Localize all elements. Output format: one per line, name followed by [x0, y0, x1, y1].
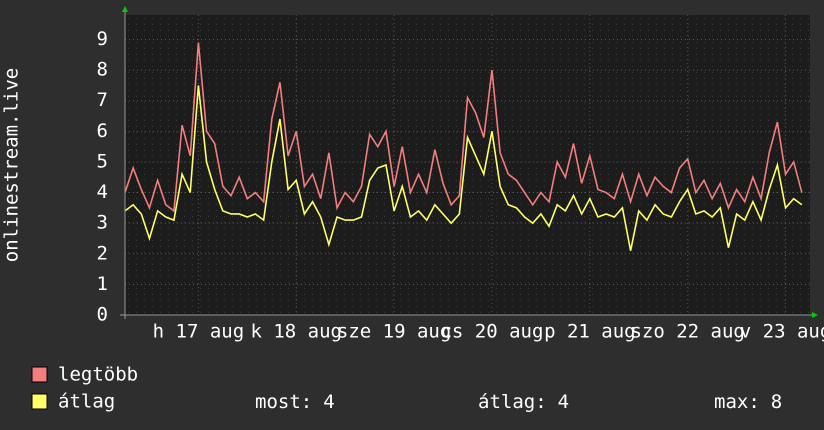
y-axis-title: onlinestream.live [1, 68, 23, 262]
stat-value: 4 [323, 391, 334, 413]
x-tick-label: h 17 aug [153, 321, 245, 343]
stat-value: 4 [558, 391, 569, 413]
stat: max: 8 [714, 391, 782, 413]
x-tick-label: cs 20 aug [440, 321, 543, 343]
y-tick-label: 6 [97, 120, 108, 142]
stat: most: 4 [255, 391, 335, 413]
legend-swatch [31, 366, 48, 383]
stat-label: most: [255, 391, 312, 413]
y-tick-label: 9 [97, 28, 108, 50]
y-tick-label: 7 [97, 89, 108, 111]
stat-label: max: [714, 391, 760, 413]
series-line [124, 85, 803, 251]
x-tick-label: v 23 aug [740, 321, 824, 343]
y-tick-label: 2 [97, 242, 108, 264]
y-tick-label: 3 [97, 212, 108, 234]
legend-label: átlag [58, 391, 115, 413]
y-tick-label: 8 [97, 59, 108, 81]
legend-label: legtöbb [58, 364, 138, 386]
y-arrow [122, 6, 128, 12]
x-tick-label: sze 19 aug [337, 321, 451, 343]
x-arrow [812, 312, 818, 318]
y-tick-label: 5 [97, 150, 108, 172]
x-tick-label: p 21 aug [544, 321, 636, 343]
x-tick-label: k 18 aug [250, 321, 342, 343]
stat: átlag: 4 [478, 391, 569, 413]
x-tick-label: szo 22 aug [630, 321, 744, 343]
y-tick-label: 4 [97, 181, 108, 203]
stat-value: 8 [771, 391, 782, 413]
stat-label: átlag: [478, 391, 547, 413]
y-tick-label: 1 [97, 273, 108, 295]
plot-area [125, 15, 810, 315]
legend-swatch [31, 393, 48, 410]
series-line [124, 42, 803, 213]
y-tick-label: 0 [97, 304, 108, 326]
